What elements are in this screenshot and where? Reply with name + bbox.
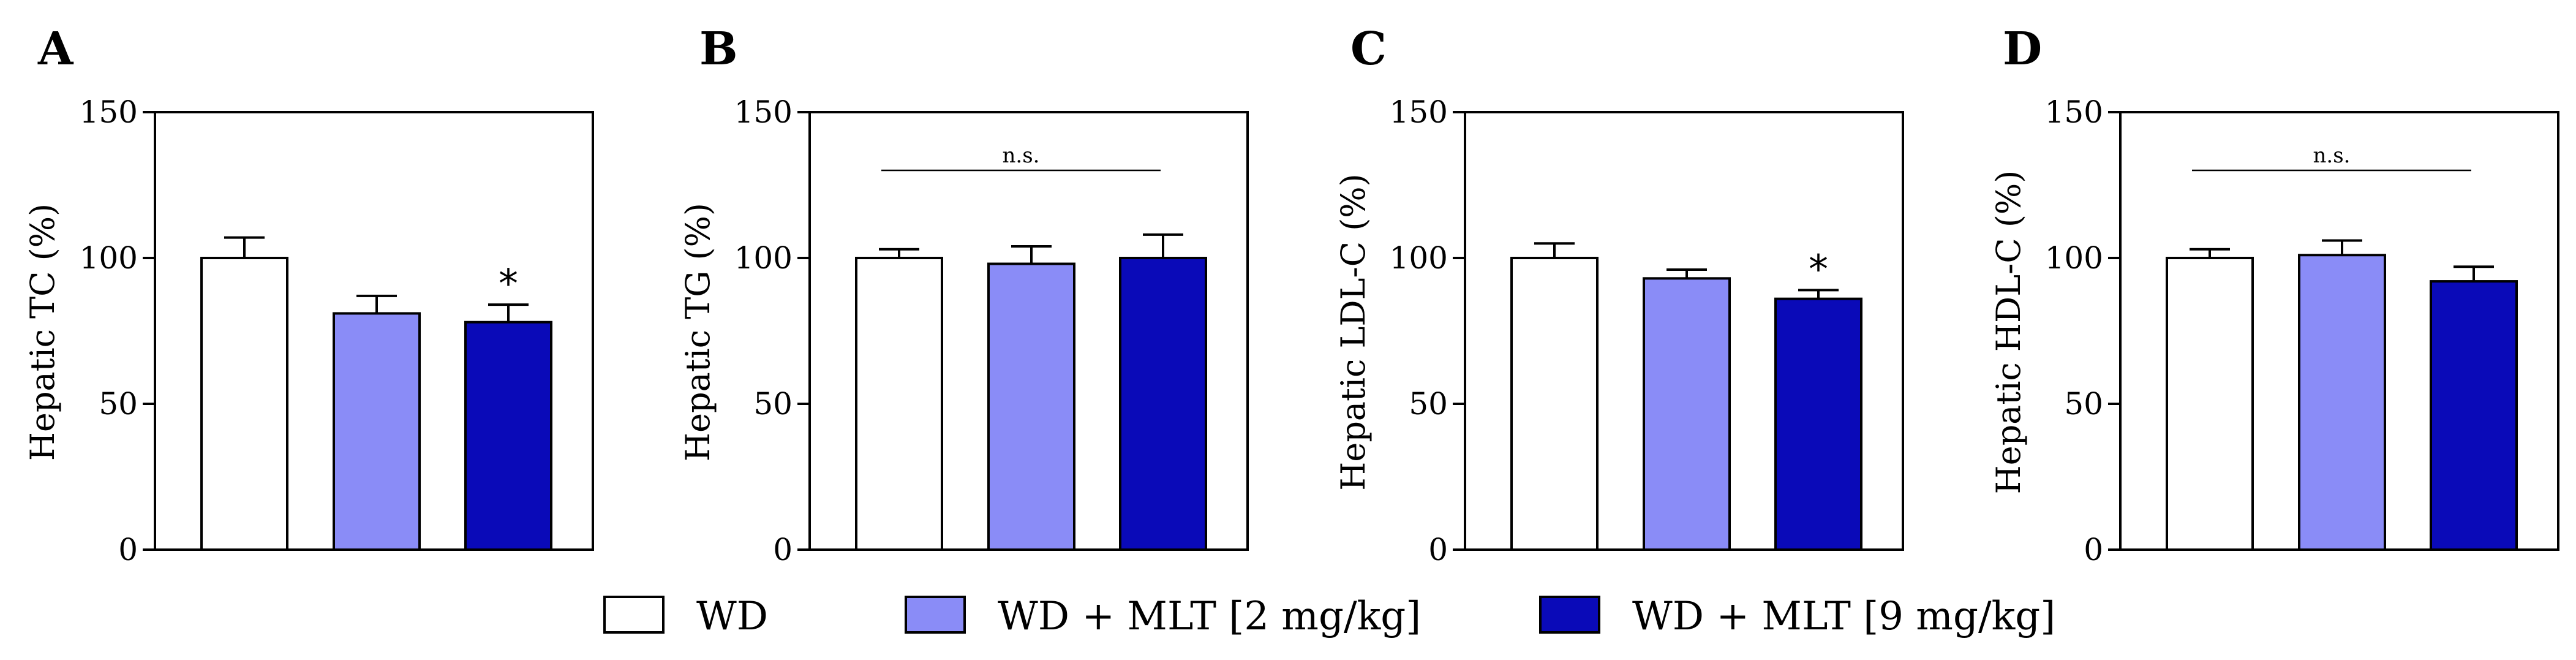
- bar-1: [1510, 257, 1599, 551]
- y-tick-label: 0: [2084, 532, 2103, 567]
- panel-A: A 0 50 100 150 Hepatic TC (%) *: [23, 23, 594, 567]
- panel-letter: B: [699, 23, 738, 75]
- panel-letter: D: [2003, 23, 2042, 75]
- y-tick-label: 100: [734, 240, 793, 276]
- bar-1: [2166, 257, 2254, 551]
- y-tick-label: 0: [118, 532, 138, 567]
- y-tick-label: 50: [99, 386, 138, 422]
- y-axis-title: Hepatic TG (%): [679, 203, 717, 461]
- legend: WD WD + MLT [2 mg/kg] WD + MLT [9 mg/kg]: [603, 594, 2055, 639]
- significance-star: *: [1809, 247, 1828, 292]
- bar-1: [200, 257, 288, 551]
- legend-label: WD: [696, 594, 768, 639]
- y-tick-label: 150: [2045, 94, 2103, 130]
- y-tick-label: 50: [2064, 386, 2103, 422]
- y-tick-label: 150: [80, 94, 138, 130]
- panel-letter: C: [1350, 23, 1387, 75]
- legend-swatch: [603, 596, 665, 634]
- panel-C: C 0 50 100 150 Hepatic LDL-C (%) *: [1334, 23, 1904, 567]
- bar-1: [855, 257, 943, 551]
- bar-3: [1119, 257, 1207, 551]
- legend-item: WD: [603, 594, 768, 639]
- y-axis-title: Hepatic LDL-C (%): [1334, 173, 1373, 490]
- panel-D: D 0 50 100 150 Hepatic HDL-C (%) n.s.: [1989, 23, 2559, 567]
- bar-2: [333, 312, 421, 551]
- y-tick-label: 50: [753, 386, 793, 422]
- y-axis-title: Hepatic HDL-C (%): [1989, 170, 2028, 495]
- y-tick-label: 100: [2045, 240, 2103, 276]
- legend-swatch: [1539, 596, 1600, 634]
- y-tick-label: 150: [1390, 94, 1448, 130]
- panel-B: B 0 50 100 150 Hepatic TG (%) n.s.: [679, 23, 1249, 567]
- y-tick-label: 0: [773, 532, 793, 567]
- y-tick-label: 100: [80, 240, 138, 276]
- bar-3: [1774, 297, 1862, 551]
- legend-label: WD + MLT [2 mg/kg]: [998, 594, 1421, 639]
- panel-letter: A: [37, 23, 74, 75]
- ns-label: n.s.: [2313, 143, 2351, 168]
- y-tick-label: 150: [734, 94, 793, 130]
- legend-item: WD + MLT [9 mg/kg]: [1539, 594, 2055, 639]
- y-axis-title: Hepatic TC (%): [23, 203, 62, 461]
- legend-swatch: [905, 596, 966, 634]
- significance-star: *: [499, 262, 518, 307]
- bar-3: [464, 321, 552, 551]
- y-tick-label: 100: [1390, 240, 1448, 276]
- legend-label: WD + MLT [9 mg/kg]: [1632, 594, 2055, 639]
- bar-2: [1643, 277, 1731, 551]
- bar-2: [2298, 254, 2386, 551]
- ns-label: n.s.: [1003, 143, 1040, 168]
- chart-panels: A 0 50 100 150 Hepatic TC (%) * B 0 50 100 150 Hepat…: [23, 23, 2559, 567]
- bar-2: [987, 262, 1075, 551]
- bar-3: [2430, 280, 2518, 551]
- y-tick-label: 0: [1428, 532, 1448, 567]
- y-tick-label: 50: [1409, 386, 1448, 422]
- legend-item: WD + MLT [2 mg/kg]: [905, 594, 1421, 639]
